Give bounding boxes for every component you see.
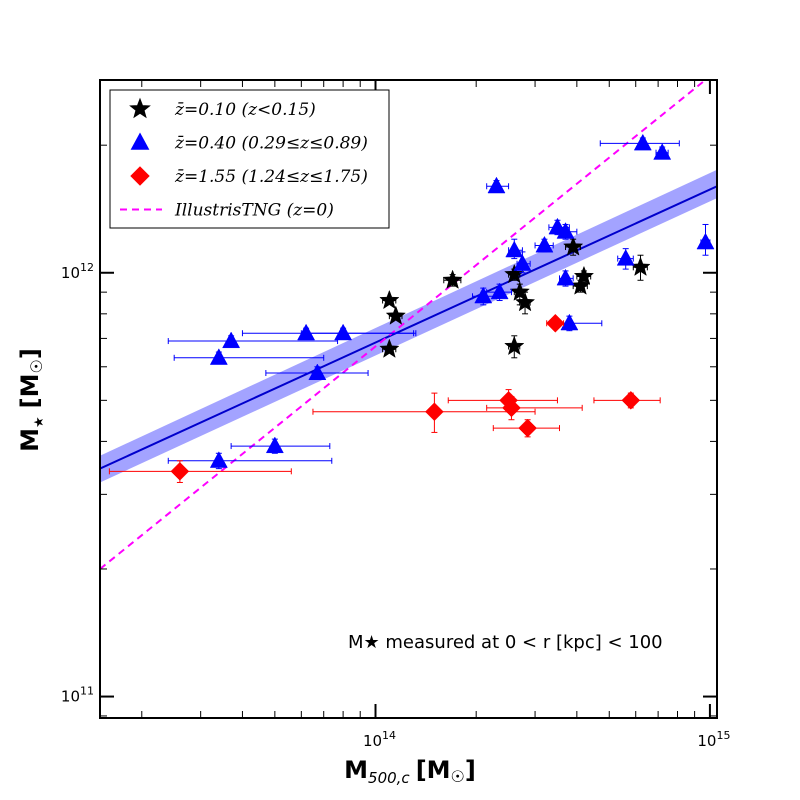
data-point-triangle <box>696 232 715 250</box>
fit-line <box>100 185 717 470</box>
data-point-triangle <box>265 436 284 454</box>
x-axis-label: M500,c [M☉] <box>344 756 476 787</box>
data-point-triangle <box>308 363 327 381</box>
data-point-star <box>562 236 584 256</box>
legend-marker-triangle <box>130 132 150 150</box>
svg-text:M★[M☉]: M★[M☉] <box>16 348 47 452</box>
data-point-star <box>573 265 595 286</box>
data-point-triangle <box>209 451 228 468</box>
data-point-star <box>442 269 463 289</box>
fit-lines-layer <box>100 80 717 570</box>
data-point-diamond <box>502 398 521 418</box>
data-points-layer <box>108 133 715 483</box>
data-point-triangle <box>490 282 509 300</box>
y-label-main: M <box>16 428 44 452</box>
data-point-triangle <box>297 323 316 341</box>
data-point-triangle <box>556 268 575 286</box>
data-point-star <box>570 275 591 295</box>
data-point-triangle <box>209 348 228 365</box>
y-label-sub: ★ <box>32 416 47 428</box>
data-point-star <box>379 289 400 310</box>
x-label-sub: 500,c <box>368 769 410 787</box>
legend-marker-star <box>129 97 151 119</box>
data-point-star <box>379 338 400 358</box>
data-point-triangle <box>616 249 635 266</box>
data-point-triangle <box>334 323 353 341</box>
y-tick-label: 1011 <box>61 685 94 706</box>
y-axis-label: M★[M☉] <box>16 348 47 452</box>
x-tick-label: 1015 <box>697 729 730 750</box>
data-point-triangle <box>513 254 532 271</box>
plot-frame <box>99 79 718 719</box>
data-point-diamond <box>170 461 190 481</box>
data-point-diamond <box>518 418 537 438</box>
legend-label: z̄=0.10 (z<0.15) <box>174 100 316 120</box>
data-point-triangle <box>474 286 493 304</box>
data-point-diamond <box>425 402 444 422</box>
data-point-triangle <box>487 176 506 194</box>
legend-marker-diamond <box>130 166 150 186</box>
data-point-star <box>514 291 536 312</box>
data-point-triangle <box>633 133 652 151</box>
legend-label: z̄=1.55 (1.24≤z≤1.75) <box>174 167 368 187</box>
error-bar <box>312 392 536 433</box>
data-point-triangle <box>560 313 579 331</box>
data-point-star <box>504 335 525 356</box>
svg-text:M500,c[M☉]: M500,c [M☉] <box>344 756 476 787</box>
data-point-triangle <box>535 235 554 253</box>
fit-band-layer <box>100 169 717 483</box>
annotation: M★ measured at 0 < r [kpc] < 100 <box>348 632 663 653</box>
fit-confidence-band <box>100 169 717 483</box>
legend: z̄=0.10 (z<0.15) z̄=0.40 (0.29≤z≤0.89) z̄=… <box>109 89 390 229</box>
data-point-triangle <box>222 331 241 349</box>
x-label-close: ] <box>465 756 476 784</box>
ticks-layer: 1014 1015 1011 1012 <box>61 80 730 750</box>
legend-label: IllustrisTNG (z=0) <box>174 201 334 221</box>
data-point-triangle <box>556 222 575 239</box>
legend-label: z̄=0.40 (0.29≤z≤0.89) <box>174 134 368 154</box>
y-tick-label: 1012 <box>61 261 94 282</box>
series-diamond <box>108 313 661 483</box>
data-point-diamond <box>621 390 641 410</box>
error-bar <box>173 351 325 365</box>
series-triangle <box>167 133 715 470</box>
error-bar <box>167 452 333 470</box>
y-label-unit: [M <box>16 373 44 408</box>
data-point-star <box>385 305 406 325</box>
x-label-unit: [M <box>416 756 451 784</box>
y-label-close: ] <box>16 348 44 359</box>
x-label-main: M <box>344 756 368 784</box>
illustris-tng-line <box>100 80 707 570</box>
data-point-diamond <box>546 313 565 333</box>
data-point-triangle <box>505 240 524 258</box>
data-point-triangle <box>653 143 672 160</box>
x-tick-label: 1014 <box>363 729 396 750</box>
data-point-star <box>509 281 530 301</box>
legend-box <box>109 89 390 229</box>
data-point-star <box>504 263 525 284</box>
series-star <box>379 236 651 359</box>
